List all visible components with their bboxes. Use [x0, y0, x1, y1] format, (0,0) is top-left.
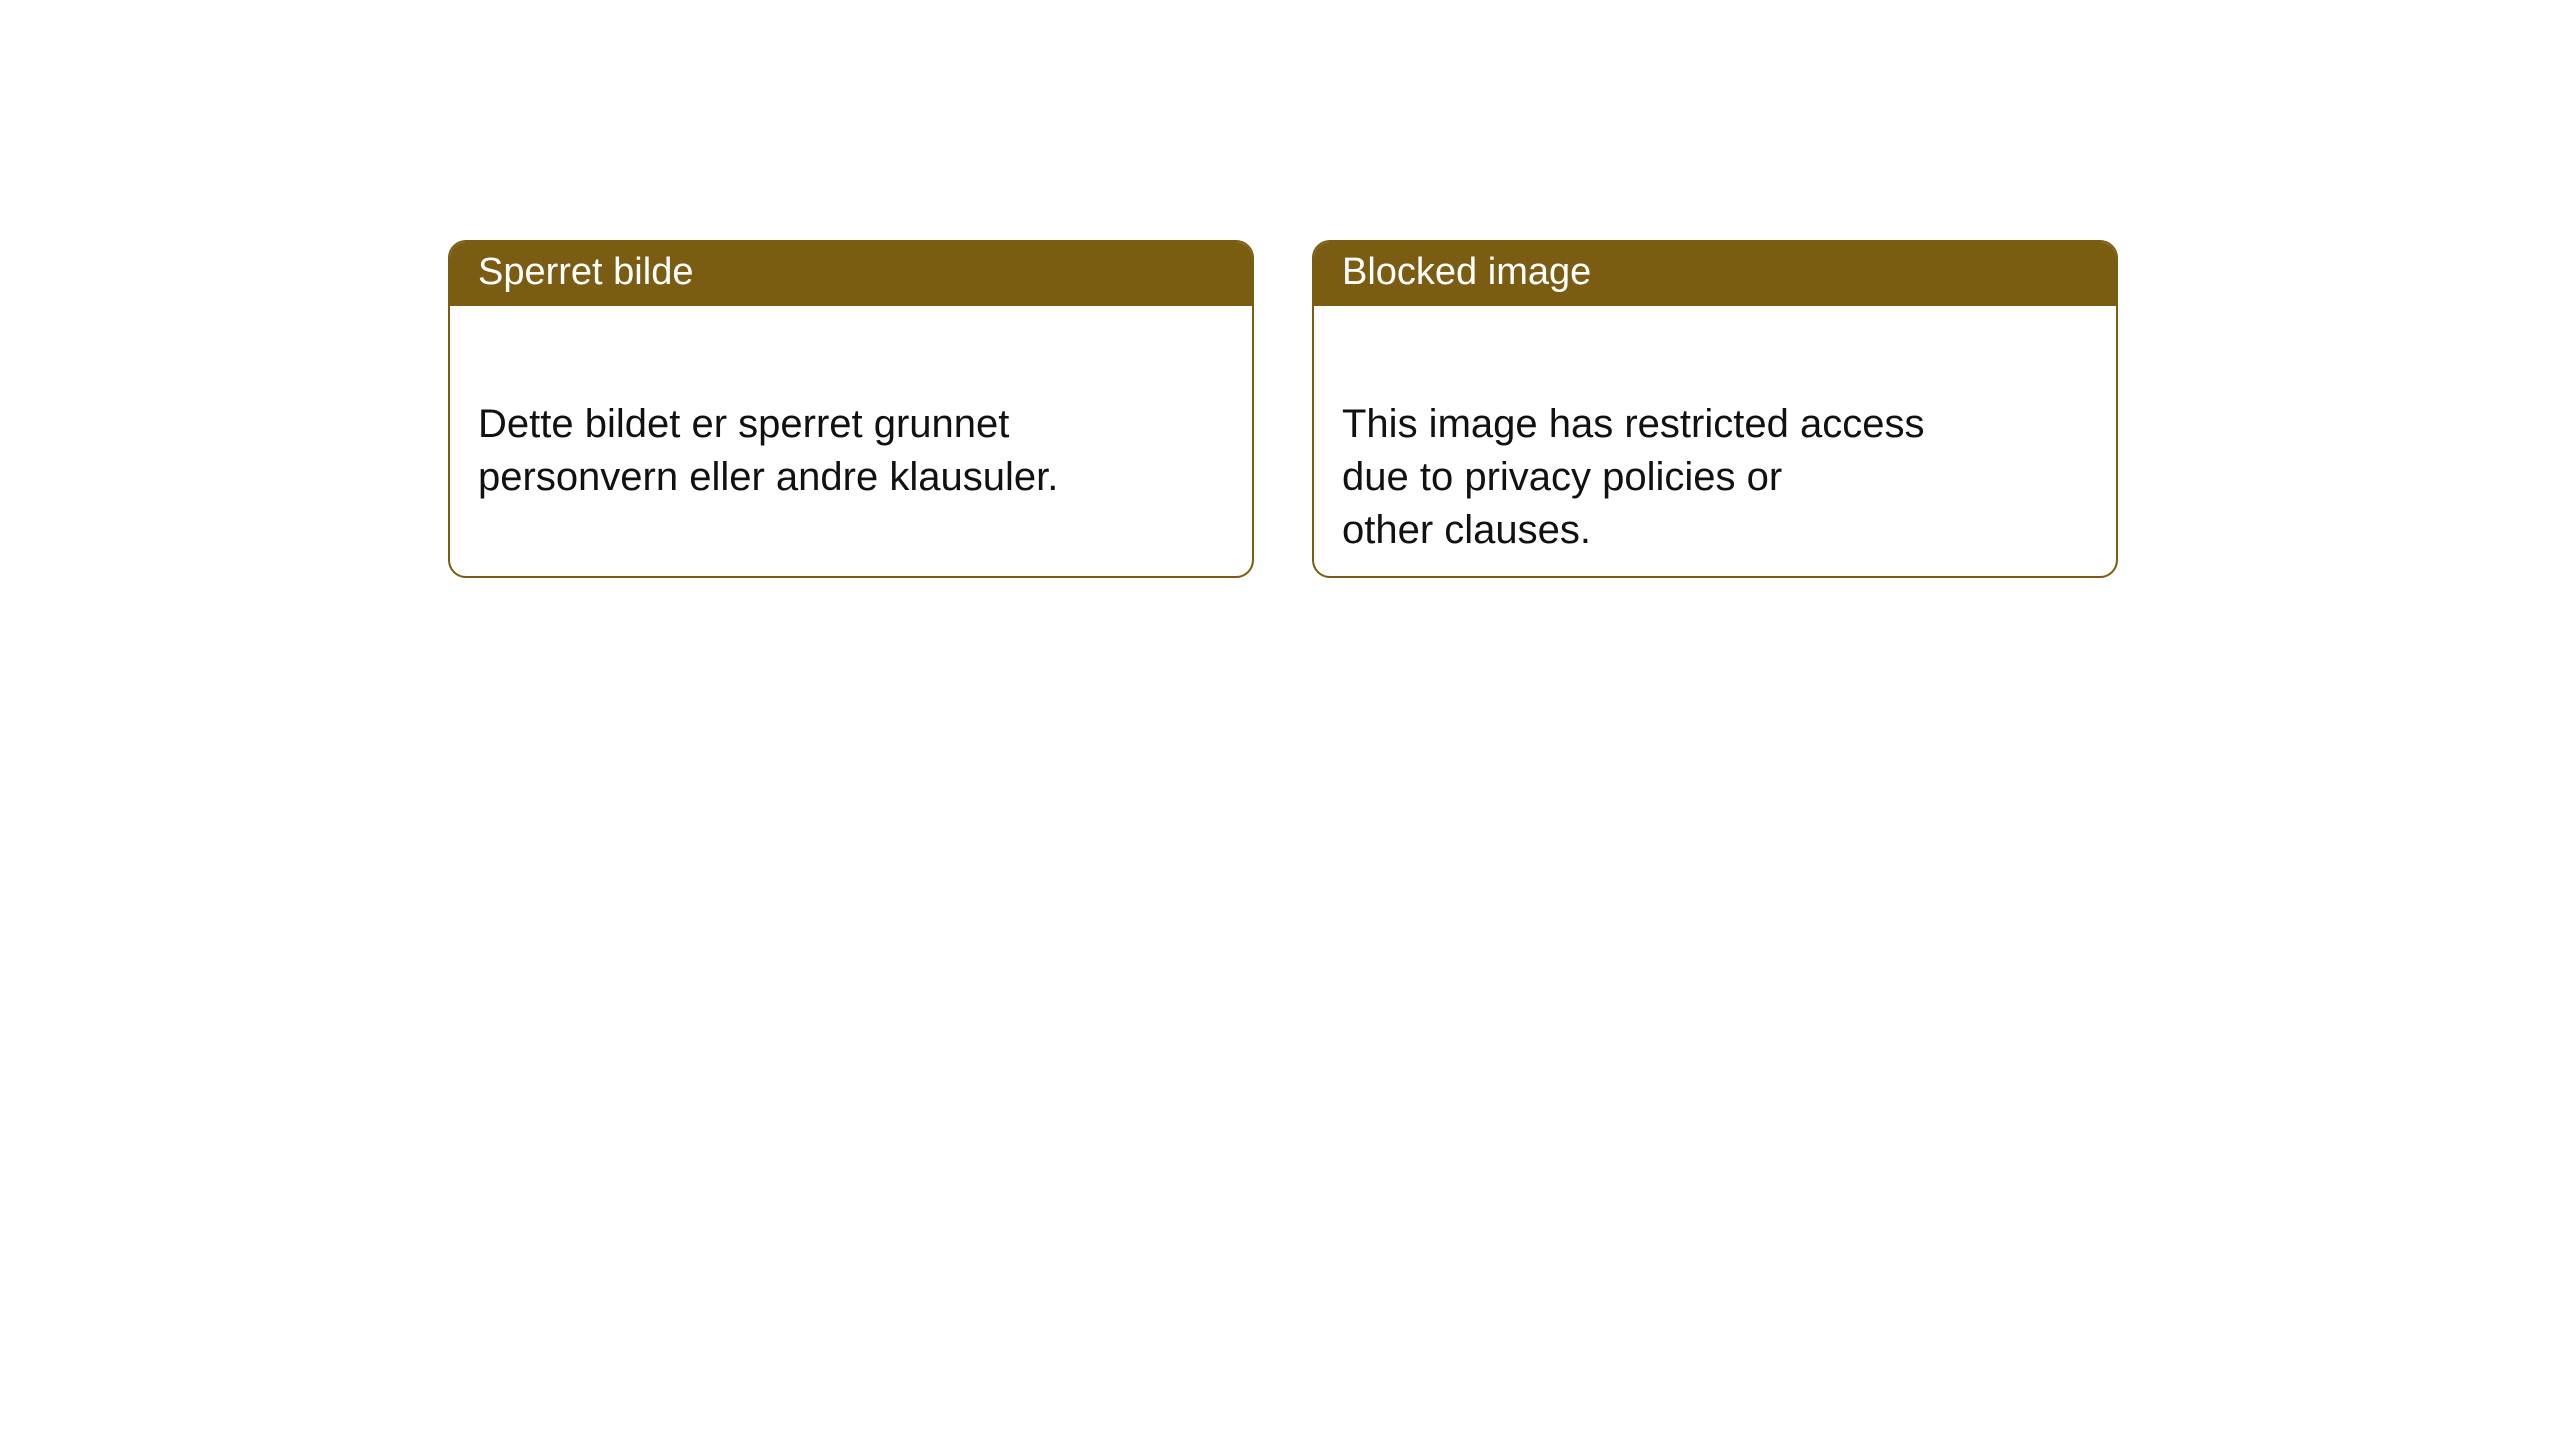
card-body: This image has restricted access due to …: [1314, 306, 2116, 578]
card-norwegian: Sperret bilde Dette bildet er sperret gr…: [448, 240, 1254, 578]
card-header: Blocked image: [1314, 242, 2116, 306]
card-english: Blocked image This image has restricted …: [1312, 240, 2118, 578]
card-header: Sperret bilde: [450, 242, 1252, 306]
cards-container: Sperret bilde Dette bildet er sperret gr…: [0, 0, 2560, 578]
card-body: Dette bildet er sperret grunnet personve…: [450, 306, 1252, 544]
card-body-text: Dette bildet er sperret grunnet personve…: [478, 402, 1058, 499]
card-title: Blocked image: [1342, 251, 1591, 293]
card-body-text: This image has restricted access due to …: [1342, 402, 1924, 552]
card-title: Sperret bilde: [478, 251, 693, 293]
